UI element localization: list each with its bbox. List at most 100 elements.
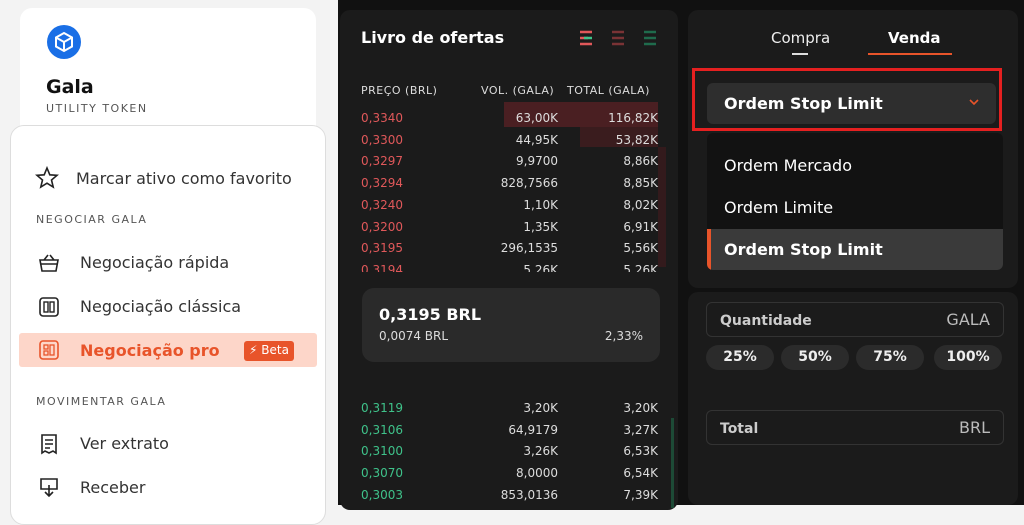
menu-item[interactable]: Negociação pro: [80, 341, 220, 360]
price: 0,3100: [361, 444, 403, 459]
options-list: Ordem Mercado Ordem Limite Ordem Stop Li…: [707, 133, 1003, 270]
menu-item[interactable]: Receber: [80, 478, 146, 497]
depth-bar: [671, 418, 674, 508]
total: 6,54K: [623, 466, 658, 481]
total: 5,56K: [623, 241, 658, 256]
asset-card: Gala UTILITY TOKEN: [20, 8, 316, 148]
total: 3,27K: [623, 422, 658, 437]
volume: 3,20K: [523, 401, 558, 415]
price: 0,3119: [361, 401, 403, 415]
price: 0,3003: [361, 487, 403, 502]
depth-bar: [504, 102, 658, 127]
total: 8,02K: [623, 197, 658, 212]
tab[interactable]: Compra: [771, 29, 831, 47]
price-change-percent: 2,33%: [604, 329, 643, 343]
total: 6,53K: [623, 444, 658, 459]
order-book-title: Livro de ofertas: [361, 28, 505, 47]
percent-button[interactable]: 50%: [781, 345, 849, 370]
price: 0,3297: [361, 154, 403, 169]
option[interactable]: Ordem Limite: [724, 198, 834, 217]
beta-badge: ⚡ Beta: [244, 341, 294, 361]
view-toggles[interactable]: [578, 30, 662, 46]
option[interactable]: Ordem Mercado: [724, 156, 852, 175]
volume: 63,00K: [515, 111, 558, 125]
tab-active[interactable]: Venda: [888, 29, 941, 47]
section-title: MOVIMENTAR GALA: [36, 395, 167, 408]
badge-text: Beta: [261, 343, 289, 357]
page: {"asset":{"name":"Gala","subtitle":"UTIL…: [10, 0, 1024, 525]
volume: 296,1535: [500, 241, 558, 256]
volume: 8,0000: [516, 466, 558, 481]
tab-underline: [868, 53, 952, 55]
column-header: PREÇO (BRL): [361, 84, 438, 97]
price: 0,3194: [361, 262, 403, 272]
price: 0,3200: [361, 219, 403, 234]
price-change: 0,0074 BRL: [379, 329, 449, 343]
quantity-unit: GALA: [946, 310, 990, 329]
total: 116,82K: [608, 111, 658, 125]
asset-icon: [47, 25, 81, 59]
column-header: VOL. (GALA): [481, 84, 555, 97]
quantity-label: Quantidade: [720, 313, 812, 329]
price: 0,3070: [361, 466, 403, 481]
total-input[interactable]: Total BRL: [706, 410, 1004, 445]
price: 0,3300: [361, 132, 403, 147]
volume: 1,35K: [523, 219, 558, 234]
price: 0,3240: [361, 197, 403, 212]
total-label: Total: [720, 421, 759, 437]
option[interactable]: Ordem Stop Limit: [724, 240, 883, 259]
volume: 3,26K: [523, 444, 558, 459]
volume: 44,95K: [515, 132, 558, 147]
volume: 828,7566: [500, 176, 558, 191]
chevron: [969, 99, 979, 106]
quantity-input[interactable]: Quantidade GALA: [706, 302, 1004, 337]
section-title: NEGOCIAR GALA: [36, 213, 148, 226]
total: 6,91K: [623, 219, 658, 234]
depth-bar: [658, 147, 666, 267]
depth-bar: [580, 127, 658, 147]
volume: 5,26K: [523, 262, 558, 272]
order-book: Livro de ofertas PREÇO (BRL) VOL. (GALA)…: [340, 10, 678, 510]
statement-icon: [41, 434, 57, 455]
classic-icon: [39, 297, 59, 317]
volume: 9,9700: [516, 154, 558, 169]
context-menu: Marcar ativo como favorito NEGOCIAR GALA…: [10, 125, 326, 525]
menu-item[interactable]: Negociação rápida: [80, 253, 230, 272]
percent-button[interactable]: 75%: [856, 345, 924, 370]
column-header: TOTAL (GALA): [567, 84, 650, 97]
total: 8,86K: [623, 154, 658, 169]
tab-marker: [792, 53, 808, 55]
total: 53,82K: [615, 132, 658, 147]
total: 5,26K: [623, 262, 658, 272]
menu-item[interactable]: Negociação clássica: [80, 297, 242, 316]
asset-subtitle: UTILITY TOKEN: [46, 102, 148, 115]
option-selected[interactable]: [707, 229, 1003, 270]
asset-name: Gala: [46, 76, 94, 98]
asks: 0,3340 63,00K 116,82K 0,3300 44,95K 53,82K 0,3…: [340, 108, 678, 272]
percent-button[interactable]: 100%: [934, 345, 1002, 370]
highlight-box: [692, 68, 1002, 131]
bids: 0,3119 3,20K 3,20K 0,3106 64,9179 3,27K 0,3100…: [340, 398, 678, 510]
total: 7,39K: [623, 487, 658, 502]
total: 3,20K: [623, 401, 658, 415]
menu-item[interactable]: Marcar ativo como favorito: [76, 169, 292, 188]
total: 8,85K: [623, 176, 658, 191]
volume: 1,10K: [523, 197, 558, 212]
mid-price: 0,3195 BRL: [379, 305, 482, 324]
menu-item[interactable]: Ver extrato: [80, 434, 169, 453]
price: 0,3294: [361, 176, 403, 191]
pro-icon: [39, 340, 59, 360]
star-icon: [35, 166, 59, 189]
order-form: [688, 292, 1018, 505]
volume: 64,9179: [508, 422, 558, 437]
price: 0,3340: [361, 111, 403, 125]
total-unit: BRL: [958, 418, 990, 437]
receive-icon: [40, 478, 58, 498]
selected-option: Ordem Stop Limit: [724, 94, 883, 113]
percent-button[interactable]: 25%: [706, 345, 774, 370]
order-type-select[interactable]: Ordem Stop Limit: [707, 83, 996, 124]
price: 0,3195: [361, 241, 403, 256]
volume: 853,0136: [500, 487, 558, 502]
basket-icon: [39, 254, 59, 272]
price: 0,3106: [361, 422, 403, 437]
